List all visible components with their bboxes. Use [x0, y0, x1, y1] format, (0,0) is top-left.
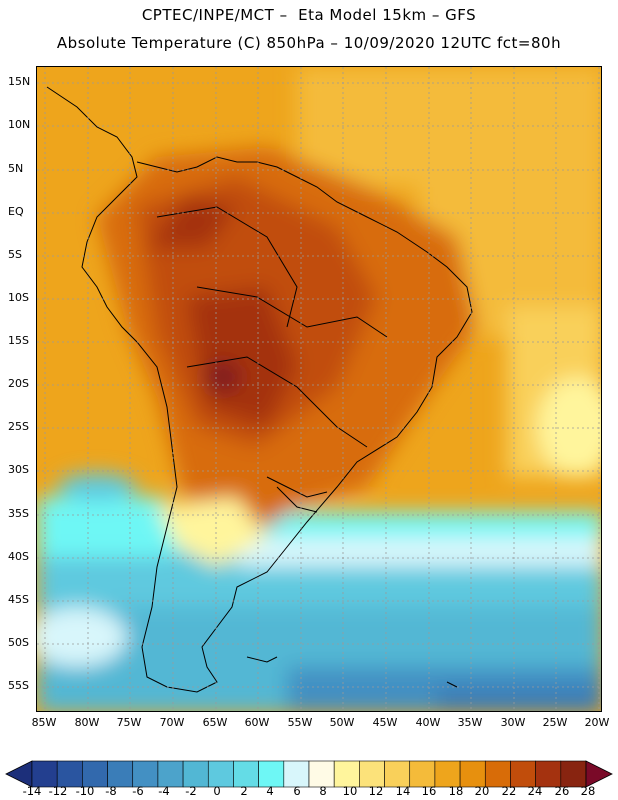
colorbar-label: 6: [293, 784, 301, 798]
colorbar-cell: [459, 760, 486, 788]
lat-label: 15S: [8, 334, 29, 347]
colorbar-label: 0: [213, 784, 221, 798]
colorbar-label: 4: [266, 784, 274, 798]
lon-label: 80W: [74, 716, 100, 729]
colorbar-label: 8: [319, 784, 327, 798]
colorbar-label: -14: [22, 784, 42, 798]
lon-label: 55W: [287, 716, 313, 729]
chart-title-line1: CPTEC/INPE/MCT – Eta Model 15km – GFS: [141, 6, 477, 24]
lat-label: 45S: [8, 593, 29, 606]
temperature-map: [36, 66, 602, 712]
lon-label: 50W: [329, 716, 355, 729]
lat-label: EQ: [8, 205, 24, 218]
lat-label: 5S: [8, 248, 22, 261]
colorbar-cell: [207, 760, 234, 788]
colorbar-over-arrow: [585, 760, 613, 788]
lon-label: 60W: [244, 716, 270, 729]
colorbar-cell: [560, 760, 587, 788]
colorbar-label: -12: [48, 784, 68, 798]
lon-label: 65W: [202, 716, 228, 729]
colorbar-cell: [333, 760, 360, 788]
lat-label: 50S: [8, 636, 29, 649]
colorbar-cell: [409, 760, 436, 788]
coastlines: [46, 86, 473, 693]
colorbar-label: 18: [448, 784, 464, 798]
lon-label: 85W: [31, 716, 57, 729]
colorbar-label: 2: [240, 784, 248, 798]
lon-label: 30W: [500, 716, 526, 729]
lat-label: 5N: [8, 162, 24, 175]
colorbar-label: 22: [501, 784, 517, 798]
temperature-field: [37, 67, 601, 711]
lon-label: 40W: [415, 716, 441, 729]
colorbar-label: -2: [185, 784, 197, 798]
lat-label: 55S: [8, 679, 29, 692]
colorbar: [5, 760, 613, 788]
lon-label: 45W: [372, 716, 398, 729]
colorbar-label: -10: [75, 784, 95, 798]
colorbar-cell: [56, 760, 83, 788]
graticule: [37, 67, 601, 711]
colorbar-cell: [233, 760, 259, 788]
colorbar-cells: [31, 760, 587, 788]
colorbar-cell: [434, 760, 461, 788]
colorbar-cell: [258, 760, 285, 788]
colorbar-label: -4: [158, 784, 170, 798]
colorbar-label: 12: [368, 784, 384, 798]
colorbar-label: -8: [105, 784, 117, 798]
lat-label: 25S: [8, 420, 29, 433]
lat-label: 15N: [8, 75, 31, 88]
lat-label: 40S: [8, 550, 29, 563]
colorbar-label: 16: [421, 784, 437, 798]
colorbar-label: 20: [474, 784, 490, 798]
lon-label: 75W: [116, 716, 142, 729]
colorbar-cell: [31, 760, 58, 788]
colorbar-label: 10: [342, 784, 358, 798]
colorbar-label: -6: [132, 784, 144, 798]
lat-label: 35S: [8, 507, 29, 520]
lat-label: 20S: [8, 377, 29, 390]
colorbar-label: 26: [554, 784, 570, 798]
colorbar-label: 28: [580, 784, 596, 798]
lon-label: 25W: [542, 716, 568, 729]
map-canvas: [37, 67, 601, 711]
colorbar-cell: [535, 760, 562, 788]
lon-label: 35W: [457, 716, 483, 729]
colorbar-cell: [82, 760, 108, 788]
lat-label: 30S: [8, 463, 29, 476]
colorbar-label: 14: [395, 784, 411, 798]
lat-label: 10S: [8, 291, 29, 304]
lat-label: 10N: [8, 118, 31, 131]
colorbar-cell: [308, 760, 335, 788]
colorbar-cell: [157, 760, 184, 788]
colorbar-cell: [182, 760, 209, 788]
lon-label: 20W: [584, 716, 610, 729]
colorbar-label: 24: [527, 784, 543, 798]
chart-title-line2: Absolute Temperature (C) 850hPa – 10/09/…: [56, 34, 562, 52]
colorbar-cell: [484, 760, 511, 788]
lon-label: 70W: [159, 716, 185, 729]
